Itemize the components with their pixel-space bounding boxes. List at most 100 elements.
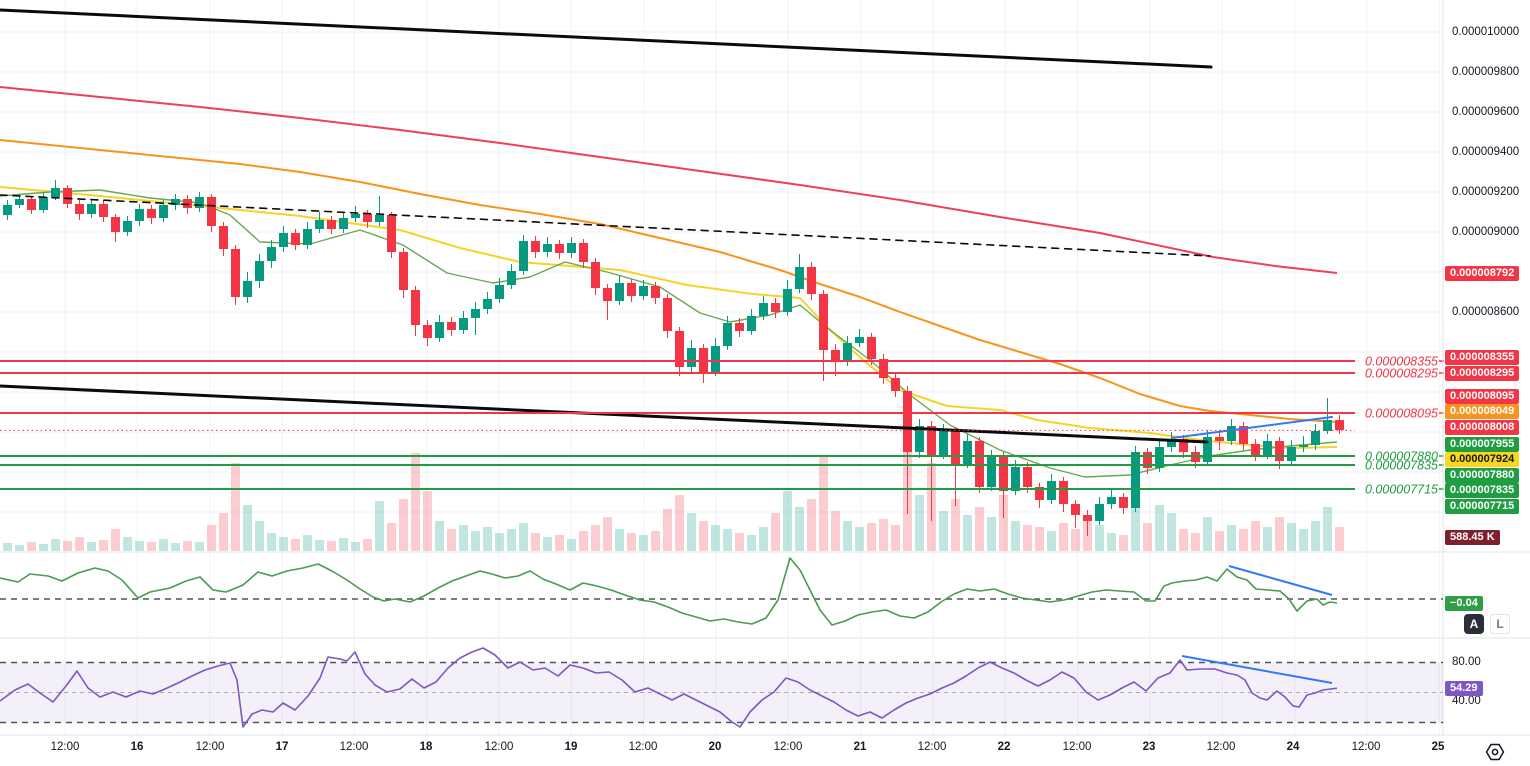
candle-down bbox=[951, 431, 960, 464]
volume-bar bbox=[1059, 523, 1068, 551]
candle-down bbox=[1083, 515, 1092, 521]
price-badge: 0.000008095 bbox=[1445, 388, 1520, 404]
time-axis-label: 12:00 bbox=[773, 741, 803, 753]
candle-up bbox=[747, 316, 756, 331]
candle-down bbox=[1179, 439, 1188, 452]
candle-down bbox=[75, 204, 84, 214]
volume-bar bbox=[831, 511, 840, 551]
price-line-label: 0.000008295 bbox=[1365, 367, 1438, 381]
price-badge: 0.000007835 bbox=[1445, 482, 1520, 498]
candle-down bbox=[579, 243, 588, 262]
volume-bar bbox=[651, 531, 660, 551]
candle-down bbox=[627, 283, 636, 296]
volume-bar bbox=[1071, 529, 1080, 551]
volume-bar bbox=[759, 527, 768, 551]
volume-bar bbox=[1167, 513, 1176, 551]
volume-bar bbox=[99, 540, 108, 551]
volume-bar bbox=[3, 543, 12, 551]
time-axis-label: 25 bbox=[1431, 741, 1445, 753]
candle-up bbox=[135, 209, 144, 221]
price-badge: 588.45 K bbox=[1445, 529, 1500, 545]
candle-up bbox=[39, 197, 48, 210]
volume-bar bbox=[999, 495, 1008, 551]
trendline-upper-black[interactable] bbox=[0, 8, 1213, 69]
oscillator-trendline[interactable] bbox=[1228, 565, 1333, 596]
price-line-label: 0.000008095 bbox=[1365, 407, 1438, 421]
price-badge: −0.04 bbox=[1445, 595, 1483, 611]
price-axis-label: 0.000009200 bbox=[1452, 186, 1520, 198]
candle-up bbox=[543, 244, 552, 252]
volume-bar bbox=[483, 527, 492, 551]
candle-up bbox=[459, 318, 468, 330]
volume-bar bbox=[111, 529, 120, 551]
candle-up bbox=[471, 309, 480, 318]
time-axis-label: 12:00 bbox=[339, 741, 369, 753]
price-badge: 0.000008049 bbox=[1445, 403, 1520, 419]
candle-up bbox=[267, 247, 276, 261]
log-scale-button[interactable]: L bbox=[1490, 614, 1510, 634]
candle-down bbox=[651, 286, 660, 298]
candle-down bbox=[363, 214, 372, 222]
volume-bar bbox=[159, 539, 168, 551]
price-badge: 0.000008008 bbox=[1445, 419, 1520, 435]
candle-up bbox=[495, 285, 504, 299]
price-axis-label: 0.000008600 bbox=[1452, 306, 1520, 318]
volume-bar bbox=[627, 533, 636, 551]
time-axis-label: 12:00 bbox=[628, 741, 658, 753]
candle-down bbox=[111, 217, 120, 232]
volume-bar bbox=[75, 537, 84, 551]
price-badge: 54.29 bbox=[1445, 680, 1483, 696]
candle-up bbox=[159, 205, 168, 218]
volume-bar bbox=[267, 533, 276, 551]
candle-down bbox=[927, 426, 936, 455]
candle-down bbox=[1059, 481, 1068, 504]
time-axis-label: 16 bbox=[130, 741, 144, 753]
candle-up bbox=[243, 281, 252, 297]
volume-bar bbox=[135, 541, 144, 551]
volume-bar bbox=[195, 542, 204, 551]
price-line-label: 0.000007835 bbox=[1365, 459, 1438, 473]
time-axis-label: 12:00 bbox=[917, 741, 947, 753]
price-line-label: 0.000007715 bbox=[1365, 483, 1438, 497]
time-axis-label: 12:00 bbox=[484, 741, 514, 753]
volume-bar bbox=[603, 517, 612, 551]
candle-down bbox=[891, 378, 900, 391]
volume-bar bbox=[1251, 521, 1260, 551]
candle-up bbox=[339, 218, 348, 229]
candle-up bbox=[123, 221, 132, 232]
candle-down bbox=[999, 457, 1008, 491]
candle-down bbox=[219, 226, 228, 249]
volume-bar bbox=[1203, 517, 1212, 551]
stochastic-trendline[interactable] bbox=[1181, 655, 1333, 684]
time-axis-settings-icon[interactable] bbox=[1484, 742, 1506, 762]
candle-down bbox=[387, 215, 396, 252]
price-axis-label: 0.000009800 bbox=[1452, 66, 1520, 78]
volume-bar bbox=[375, 501, 384, 551]
volume-bar bbox=[987, 517, 996, 551]
price-badge: 0.000007955 bbox=[1445, 436, 1520, 452]
candle-down bbox=[1239, 426, 1248, 444]
volume-bar bbox=[27, 542, 36, 551]
volume-bar bbox=[435, 521, 444, 551]
volume-bar bbox=[867, 523, 876, 551]
volume-bar bbox=[291, 539, 300, 551]
time-axis-label: 12:00 bbox=[1206, 741, 1236, 753]
candle-down bbox=[411, 290, 420, 325]
volume-bar bbox=[327, 541, 336, 551]
trendline-dashed-black[interactable] bbox=[0, 194, 1211, 257]
volume-bar bbox=[543, 537, 552, 551]
volume-bar bbox=[795, 507, 804, 551]
candle-up bbox=[507, 271, 516, 285]
volume-bar bbox=[939, 511, 948, 551]
candle-up bbox=[303, 229, 312, 245]
time-axis-label: 12:00 bbox=[1351, 741, 1381, 753]
volume-bar bbox=[615, 529, 624, 551]
auto-scale-button[interactable]: A bbox=[1464, 614, 1484, 634]
candle-down bbox=[1035, 487, 1044, 500]
volume-bar bbox=[639, 535, 648, 551]
volume-bar bbox=[1131, 491, 1140, 551]
trendline-blue-rising[interactable] bbox=[1171, 416, 1333, 439]
volume-bar bbox=[123, 537, 132, 551]
volume-bar bbox=[147, 542, 156, 551]
